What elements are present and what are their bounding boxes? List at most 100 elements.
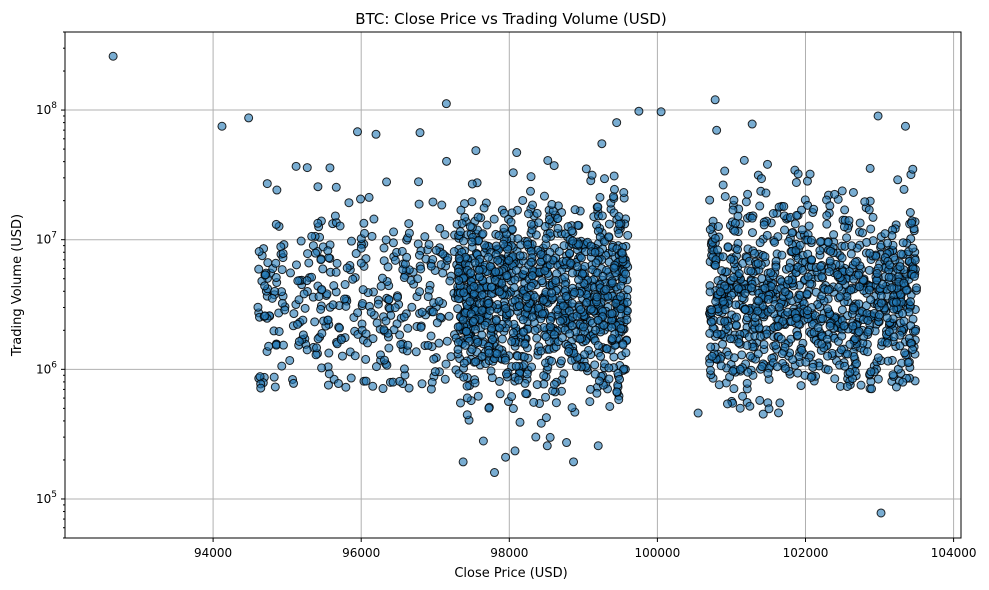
data-point <box>833 270 843 280</box>
data-point <box>842 233 852 243</box>
data-point <box>705 225 715 235</box>
data-point <box>471 146 481 156</box>
data-point <box>294 336 304 346</box>
data-point <box>718 252 728 262</box>
data-point <box>341 382 351 392</box>
data-point <box>614 212 624 222</box>
data-point <box>621 269 631 279</box>
data-point <box>501 452 511 462</box>
data-point <box>529 397 539 407</box>
data-point <box>510 446 520 456</box>
data-point <box>329 281 339 291</box>
data-point <box>381 316 391 326</box>
data-point <box>494 376 504 386</box>
data-point <box>519 352 529 362</box>
data-point <box>899 278 909 288</box>
data-point <box>526 172 536 182</box>
data-point <box>424 239 434 249</box>
data-point <box>722 399 732 409</box>
data-point <box>714 380 724 390</box>
data-point <box>824 267 834 277</box>
data-point <box>754 296 764 306</box>
data-point <box>469 281 479 291</box>
data-point <box>592 292 602 302</box>
data-point <box>260 270 270 280</box>
data-point <box>883 356 893 366</box>
data-point <box>576 253 586 263</box>
data-point <box>307 231 317 241</box>
data-point <box>404 219 414 229</box>
data-point <box>536 418 546 428</box>
data-point <box>612 118 622 128</box>
data-point <box>771 262 781 272</box>
data-point <box>435 223 445 233</box>
data-point <box>780 364 790 374</box>
data-point <box>411 347 421 357</box>
data-point <box>732 245 742 255</box>
data-point <box>485 261 495 271</box>
data-point <box>745 351 755 361</box>
data-point <box>573 220 583 230</box>
data-point <box>558 301 568 311</box>
data-point <box>755 238 765 248</box>
data-point <box>808 362 818 372</box>
data-point <box>480 240 490 250</box>
data-point <box>541 392 551 402</box>
data-point <box>806 235 816 245</box>
data-point <box>459 372 469 382</box>
data-point <box>830 189 840 199</box>
data-point <box>523 240 533 250</box>
data-point <box>253 302 263 312</box>
data-point <box>507 336 517 346</box>
data-point <box>762 230 772 240</box>
data-point <box>784 263 794 273</box>
data-point <box>527 312 537 322</box>
plot-frame <box>64 31 962 539</box>
data-point <box>616 323 626 333</box>
data-point <box>575 334 585 344</box>
data-point <box>739 155 749 165</box>
data-point <box>459 358 469 368</box>
data-point <box>766 304 776 314</box>
data-point <box>729 384 739 394</box>
data-point <box>884 272 894 282</box>
data-point <box>379 243 389 253</box>
data-point <box>359 218 369 228</box>
data-point <box>342 263 352 273</box>
data-point <box>710 233 720 243</box>
data-point <box>780 225 790 235</box>
data-point <box>291 260 301 270</box>
data-point <box>787 228 797 238</box>
data-point <box>609 184 619 194</box>
data-point <box>532 208 542 218</box>
data-point <box>593 315 603 325</box>
data-point <box>844 216 854 226</box>
data-point <box>863 315 873 325</box>
data-point <box>720 316 730 326</box>
data-point <box>568 236 578 246</box>
data-point <box>540 266 550 276</box>
data-point <box>336 335 346 345</box>
data-point <box>492 349 502 359</box>
data-point <box>622 297 632 307</box>
data-point <box>574 275 584 285</box>
data-point <box>332 258 342 268</box>
data-point <box>845 367 855 377</box>
data-point <box>390 255 400 265</box>
data-point <box>793 169 803 179</box>
data-point <box>874 310 884 320</box>
data-point <box>713 222 723 232</box>
data-point <box>753 306 763 316</box>
data-point <box>358 285 368 295</box>
data-point <box>403 340 413 350</box>
data-point <box>565 248 575 258</box>
data-point <box>426 331 436 341</box>
data-point <box>353 308 363 318</box>
data-point <box>796 381 806 391</box>
data-point <box>478 229 488 239</box>
data-point <box>836 345 846 355</box>
data-point <box>437 200 447 210</box>
data-point <box>471 357 481 367</box>
data-point <box>549 161 559 171</box>
data-point <box>330 211 340 221</box>
